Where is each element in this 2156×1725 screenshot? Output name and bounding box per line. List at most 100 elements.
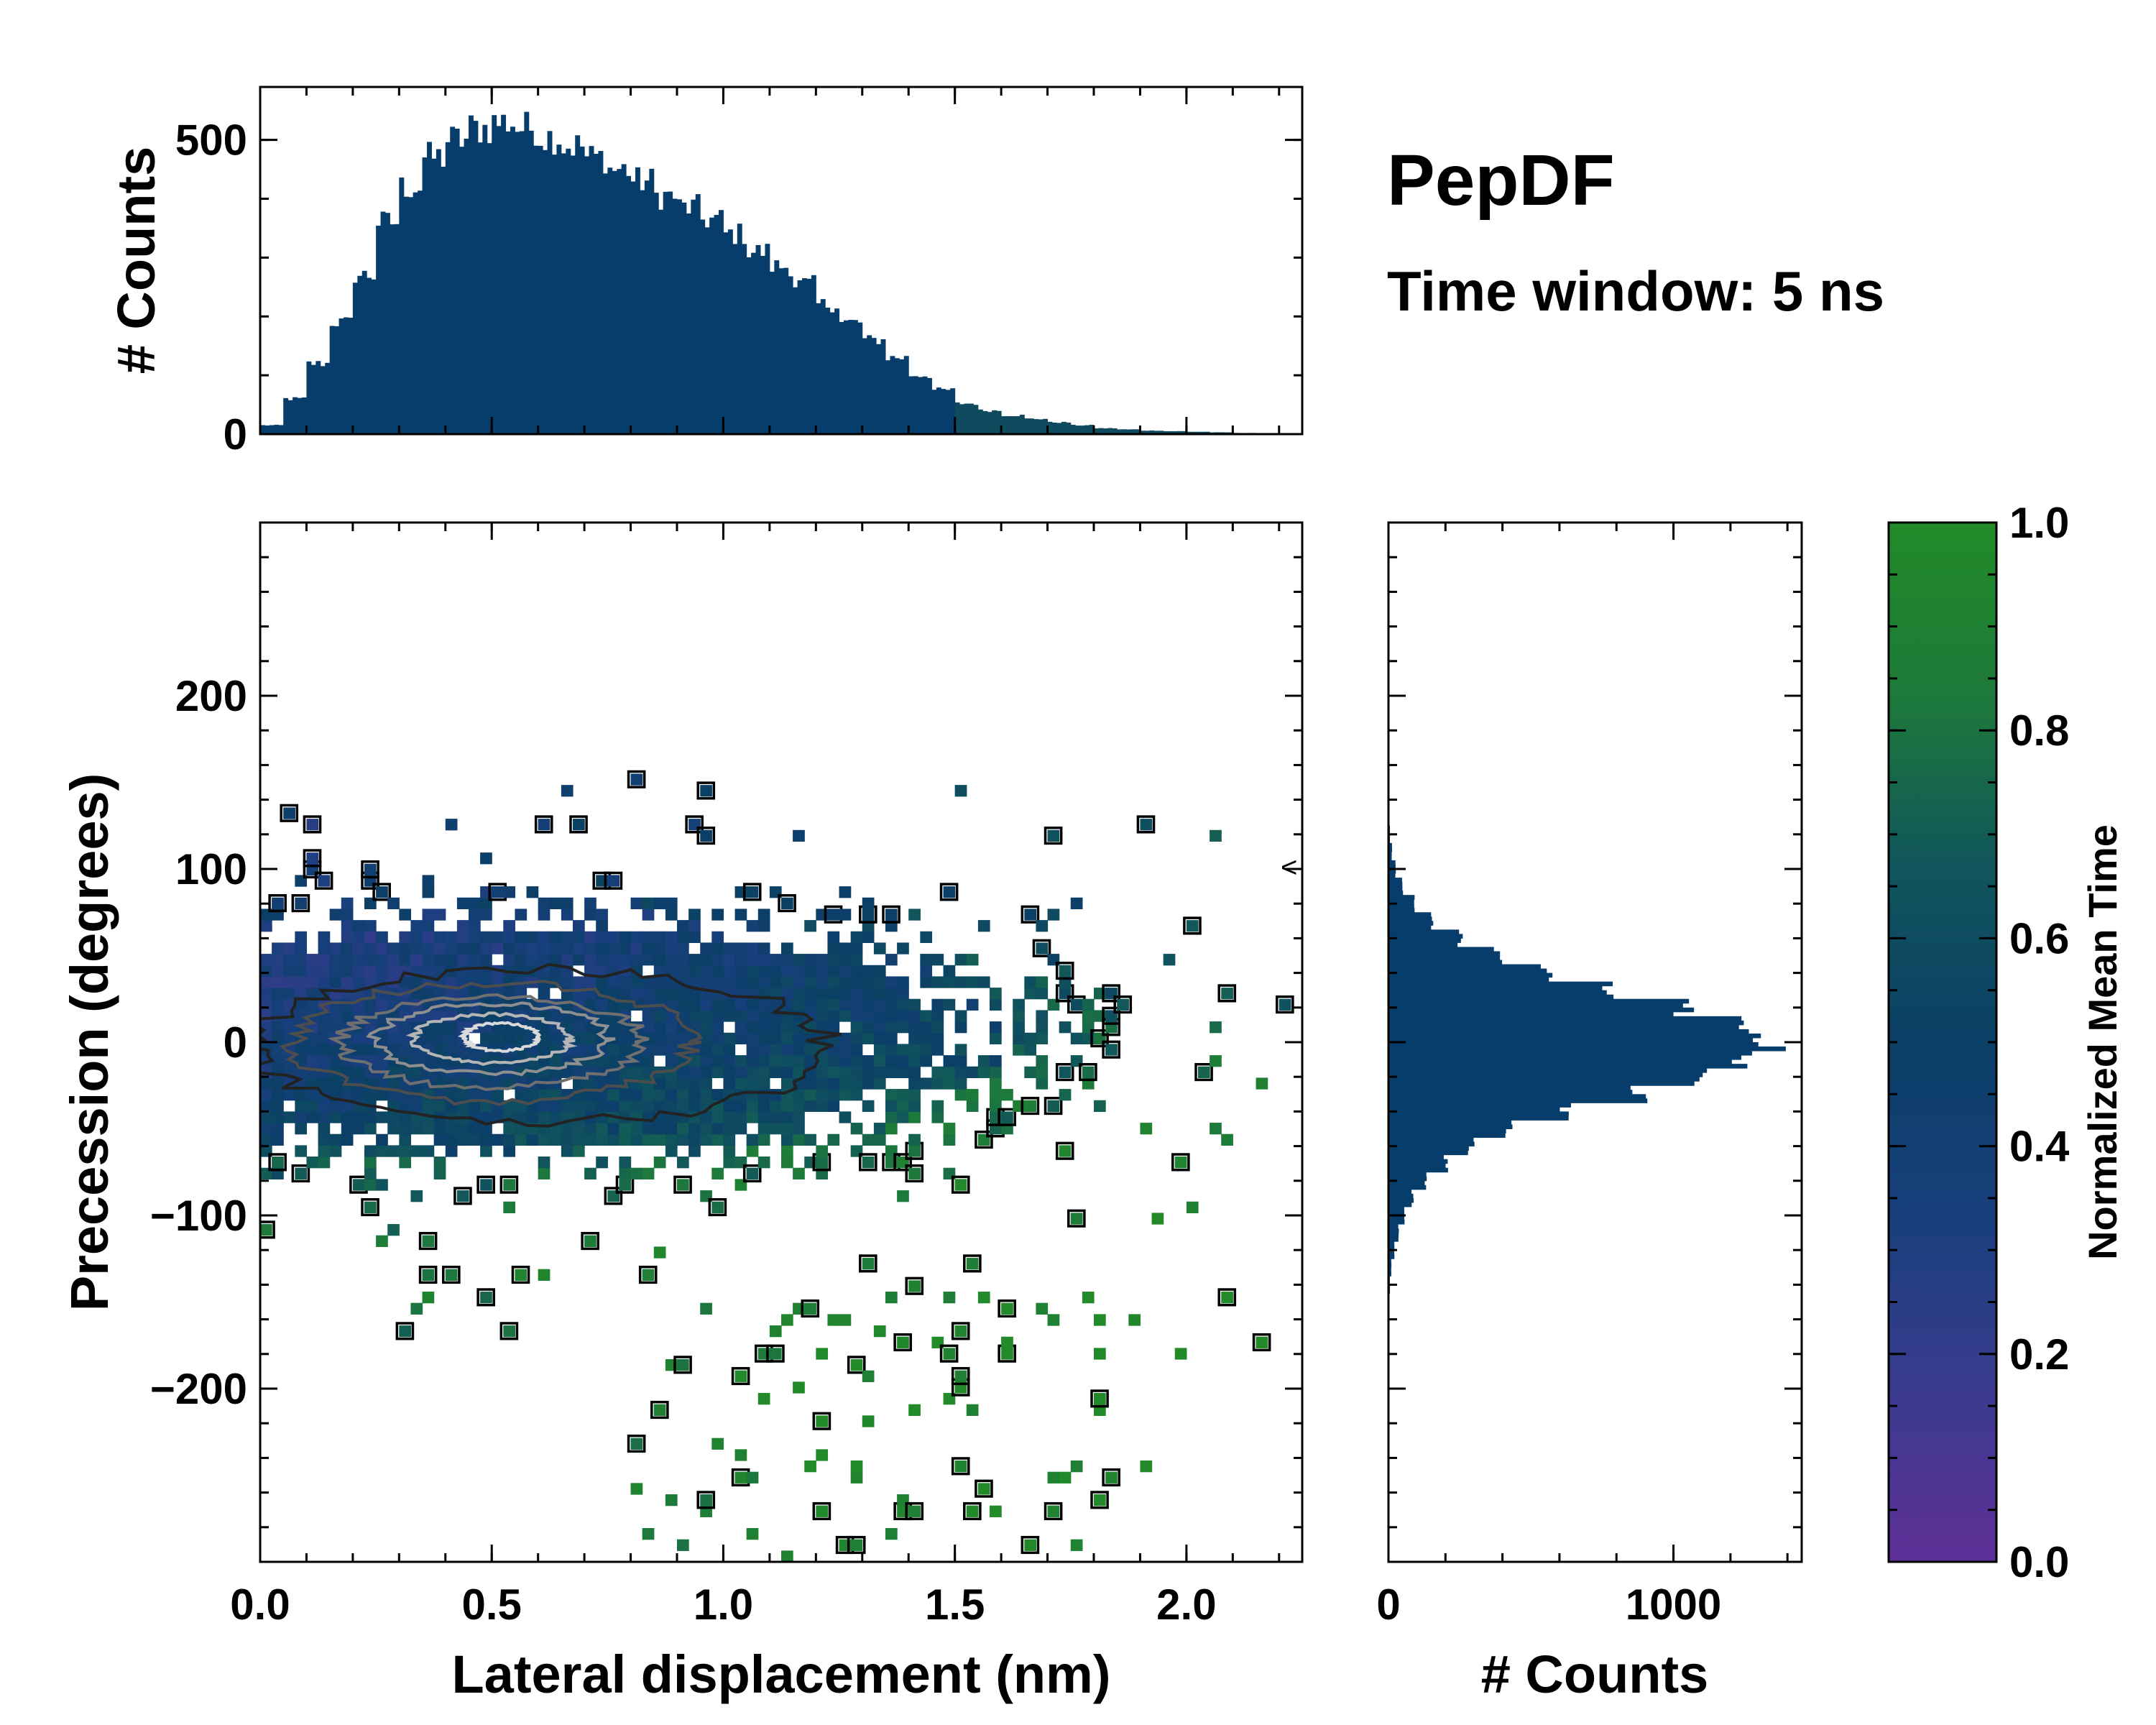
heatmap-cell: [410, 954, 423, 966]
heatmap-cell: [573, 976, 585, 988]
right-bar: [1388, 1210, 1405, 1216]
heatmap-cell: [677, 1032, 689, 1045]
heatmap-cell: [700, 829, 712, 842]
heatmap-cell: [688, 1010, 701, 1022]
heatmap-cell: [456, 965, 469, 978]
heatmap-cell: [966, 1100, 979, 1112]
contour-level-2: [280, 980, 703, 1106]
heatmap-cell: [619, 1123, 632, 1135]
top-bar: [1112, 428, 1118, 434]
heatmap-cell: [862, 1100, 875, 1112]
heatmap-cell: [793, 1123, 805, 1135]
heatmap-cell: [723, 1044, 736, 1056]
heatmap-cell: [897, 942, 909, 954]
heatmap-cell: [399, 1123, 412, 1135]
heatmap-cell: [781, 1066, 793, 1079]
heatmap-cell: [700, 942, 712, 954]
top-bar: [427, 142, 432, 434]
heatmap-cell: [908, 1111, 921, 1123]
heatmap-cell: [966, 1066, 979, 1079]
heatmap-cell: [885, 998, 898, 1011]
sparse-contour: [1102, 1468, 1120, 1487]
heatmap-cell: [573, 954, 585, 966]
top-ytick-label: 0: [224, 410, 247, 459]
heatmap-cell: [549, 1010, 562, 1022]
top-bar: [1084, 425, 1090, 434]
heatmap-cell: [306, 1089, 319, 1101]
heatmap-cell: [341, 998, 354, 1011]
heatmap-cell: [433, 1156, 446, 1169]
heatmap-cell: [1013, 998, 1025, 1011]
heatmap-cell: [746, 998, 759, 1011]
heatmap-cell: [757, 908, 770, 921]
heatmap-cell: [272, 1156, 284, 1169]
right-bar: [1388, 972, 1553, 978]
heatmap-cell: [734, 998, 747, 1011]
heatmap-cell: [700, 976, 712, 988]
top-bar: [598, 151, 604, 435]
heatmap-cell: [283, 988, 295, 1000]
heatmap-cell: [272, 1111, 284, 1123]
top-bar: [635, 167, 640, 434]
sparse-contour: [1055, 962, 1074, 980]
top-bar: [459, 147, 465, 435]
right-bar: [1388, 1029, 1749, 1034]
heatmap-cell: [908, 1145, 921, 1157]
top-bar: [982, 410, 988, 434]
colorbar-tick-label: 1.0: [2009, 499, 2069, 547]
heatmap-cell: [584, 908, 596, 921]
sparse-contour: [361, 1197, 379, 1217]
top-bar: [686, 213, 691, 434]
top-bar: [987, 412, 992, 434]
heatmap-cell: [827, 1089, 840, 1101]
top-bar: [352, 282, 358, 434]
heatmap-cell: [341, 908, 354, 921]
heatmap-cell: [364, 942, 377, 954]
heatmap-cell: [364, 965, 377, 978]
heatmap-cell: [885, 954, 898, 966]
heatmap-cell: [908, 1404, 921, 1416]
heatmap-cell: [341, 1123, 354, 1135]
heatmap-cell: [700, 1010, 712, 1022]
heatmap-cell: [769, 976, 782, 988]
sparse-contour: [1102, 984, 1120, 1003]
heatmap-cell: [376, 931, 388, 944]
heatmap-cell: [549, 954, 562, 966]
top-bar: [908, 376, 914, 434]
heatmap-cell: [283, 1021, 295, 1034]
heatmap-cell: [746, 1145, 759, 1157]
heatmap-cell: [630, 773, 643, 786]
heatmap-cell: [827, 1077, 840, 1090]
heatmap-cell: [607, 1021, 620, 1034]
heatmap-cell: [642, 908, 655, 921]
heatmap-cell: [931, 1077, 944, 1090]
heatmap-cell: [630, 954, 643, 966]
heatmap-cell: [862, 1066, 875, 1079]
heatmap-cell: [723, 1032, 736, 1045]
right-bar: [1388, 1241, 1395, 1246]
heatmap-cell: [260, 965, 272, 978]
heatmap-cell: [769, 1089, 782, 1101]
sparse-contour: [951, 1322, 970, 1340]
heatmap-cell: [897, 976, 909, 988]
heatmap-cell: [642, 1269, 655, 1281]
heatmap-cell: [306, 1055, 319, 1067]
sparse-contour: [812, 1412, 831, 1430]
heatmap-cell: [329, 1044, 342, 1056]
heatmap-cell: [272, 1077, 284, 1090]
heatmap-cell: [619, 1100, 632, 1112]
heatmap-cell: [850, 1359, 863, 1371]
sparse-contour: [905, 1164, 924, 1183]
heatmap-cell: [1082, 1292, 1095, 1304]
heatmap-cell: [399, 1145, 412, 1157]
heatmap-cell: [630, 1123, 643, 1135]
top-bar: [848, 319, 854, 434]
heatmap-cell: [793, 1111, 805, 1123]
top-bar: [857, 322, 863, 434]
right-bar: [1388, 1128, 1506, 1134]
heatmap-cell: [503, 988, 516, 1000]
top-bar: [820, 299, 826, 434]
heatmap-cell: [781, 1133, 793, 1146]
right-bar: [1388, 873, 1396, 878]
heatmap-cell: [700, 1302, 712, 1315]
